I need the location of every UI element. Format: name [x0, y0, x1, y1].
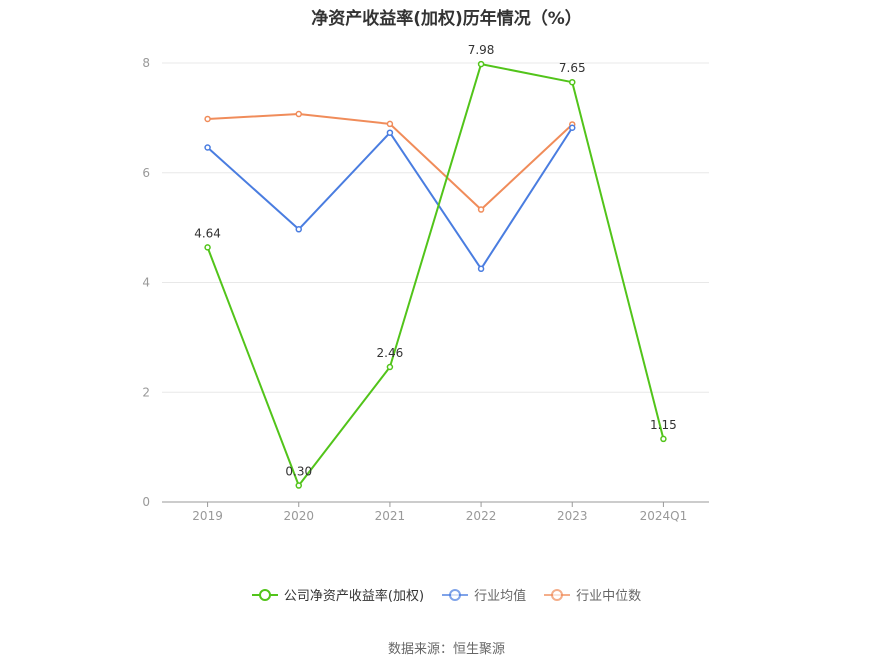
data-point[interactable]: [477, 265, 485, 273]
legend-label: 行业中位数: [576, 589, 642, 604]
data-point[interactable]: [295, 482, 302, 489]
source-note: 数据来源：恒生聚源: [387, 642, 505, 657]
legend-label: 公司净资产收益率(加权): [283, 589, 425, 604]
x-tick-label: 2020: [283, 509, 314, 523]
x-tick-label: 2022: [466, 509, 497, 523]
data-point[interactable]: [295, 226, 302, 233]
legend-swatch-icon: [251, 588, 278, 601]
data-point[interactable]: [569, 78, 576, 86]
axes: 0 2 4 6 8 2019 2020 2021 2022 2023 2024Q1: [142, 56, 709, 523]
x-tick-label: 2019: [192, 509, 223, 523]
y-tick-label: 8: [142, 56, 150, 70]
data-point[interactable]: [386, 363, 394, 371]
legend-swatch-icon: [544, 588, 571, 601]
x-tick-label: 2024Q1: [640, 509, 688, 523]
data-point[interactable]: [204, 144, 211, 151]
legend-swatch-icon: [442, 588, 469, 601]
y-tick-label: 2: [142, 385, 150, 399]
legend-item[interactable]: 行业均值: [442, 585, 526, 604]
chart-title: 净资产收益率(加权)历年情况（%）: [311, 9, 582, 29]
series-line: [207, 113, 573, 211]
series-line: [206, 127, 574, 270]
grid-lines: [162, 62, 709, 393]
data-label: 0.30: [285, 465, 312, 479]
data-point[interactable]: [386, 120, 394, 128]
data-label: 1.15: [650, 418, 677, 432]
legend-item[interactable]: 行业中位数: [544, 585, 641, 604]
data-label: 2.46: [377, 346, 404, 360]
x-tick-label: 2021: [375, 509, 406, 523]
y-tick-label: 4: [142, 276, 150, 290]
data-point[interactable]: [660, 435, 667, 443]
data-point[interactable]: [569, 124, 576, 132]
data-point[interactable]: [295, 110, 302, 118]
data-point[interactable]: [477, 60, 485, 68]
data-labels: 4.64 0.30 2.46 7.98 7.65 1.15: [194, 43, 677, 478]
series-lines: [204, 60, 667, 489]
x-tick-label: 2023: [557, 509, 588, 523]
data-point[interactable]: [386, 129, 394, 136]
data-point[interactable]: [204, 115, 211, 123]
data-label: 7.98: [468, 43, 495, 57]
legend: 公司净资产收益率(加权) 行业均值 行业中位数: [0, 585, 893, 604]
y-tick-label: 6: [142, 166, 150, 180]
legend-label: 行业均值: [474, 589, 527, 604]
data-point[interactable]: [477, 206, 485, 213]
y-tick-label: 0: [142, 495, 150, 509]
data-point[interactable]: [204, 244, 211, 251]
data-label: 7.65: [559, 61, 586, 75]
series-line: [206, 63, 665, 487]
legend-item[interactable]: 公司净资产收益率(加权): [251, 585, 425, 604]
data-label: 4.64: [194, 226, 221, 240]
